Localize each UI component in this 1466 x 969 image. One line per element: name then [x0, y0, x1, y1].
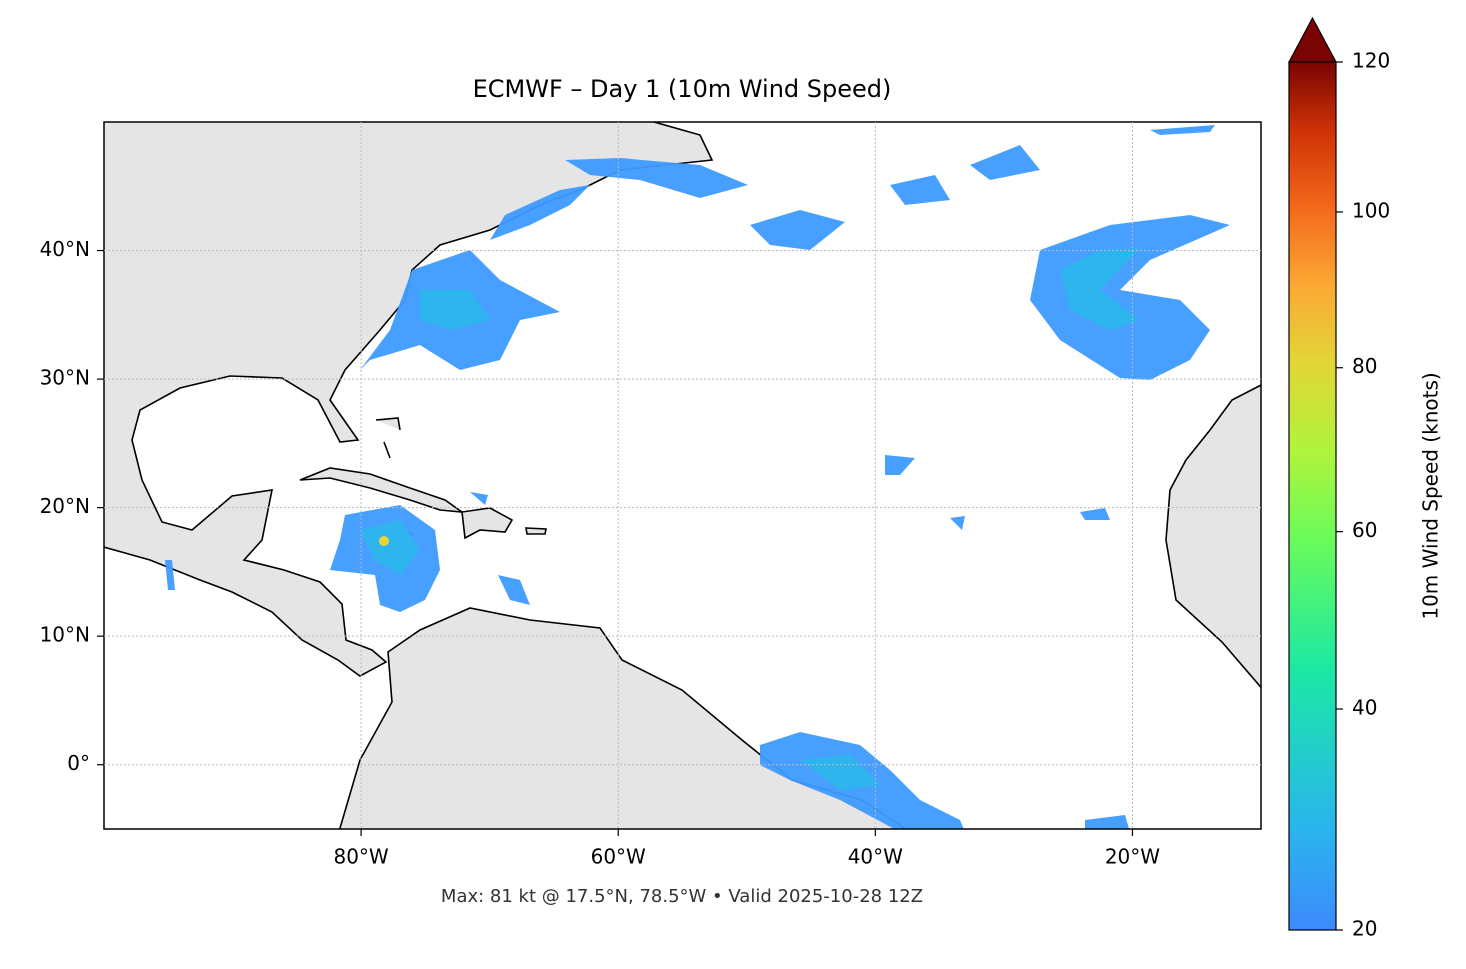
x-tick-label: 20°W	[1105, 845, 1160, 869]
y-tick-label: 40°N	[40, 237, 90, 261]
wind-field	[165, 125, 1230, 829]
colorbar-tick-label: 100	[1352, 198, 1390, 222]
africa	[1165, 384, 1261, 689]
colorbar-tick-label: 80	[1352, 354, 1377, 378]
colorbar	[1288, 61, 1337, 931]
y-tick-label: 20°N	[40, 494, 90, 518]
colorbar-tick-label: 40	[1352, 695, 1377, 719]
colorbar-tick-label: 60	[1352, 518, 1377, 542]
bahamas	[375, 417, 401, 459]
colorbar-label: 10m Wind Speed (knots)	[1419, 372, 1443, 619]
y-tick-label: 0°	[67, 751, 90, 775]
y-tick-label: 30°N	[40, 366, 90, 390]
x-tick-label: 60°W	[591, 845, 646, 869]
map-title: ECMWF – Day 1 (10m Wind Speed)	[473, 75, 892, 103]
map-area	[104, 122, 1261, 829]
footer-note: Max: 81 kt @ 17.5°N, 78.5°W • Valid 2025…	[441, 886, 923, 907]
north-america	[104, 122, 714, 677]
x-tick-label: 80°W	[333, 845, 388, 869]
x-tick-label: 40°W	[848, 845, 903, 869]
y-tick-label: 10°N	[40, 623, 90, 647]
colorbar-tick-label: 120	[1352, 49, 1390, 73]
colorbar-extend	[1287, 16, 1338, 63]
puerto-rico	[525, 527, 547, 535]
plot-frame	[103, 121, 1262, 830]
colorbar-tick-label: 20	[1352, 917, 1377, 941]
